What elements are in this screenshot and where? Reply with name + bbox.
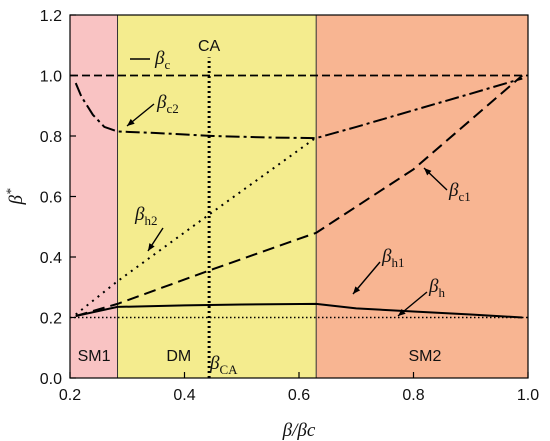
- series-line-βh1: [75, 302, 523, 319]
- y-tick-label: 0.6: [40, 190, 62, 207]
- labels-layer: β/βcβ*SM1 DM SM2: [3, 188, 441, 441]
- region-label-sm2: SM2: [408, 348, 441, 365]
- annotation-bc1: βc1: [448, 180, 471, 204]
- series-line-βc1: [75, 74, 523, 317]
- annotation-bc: βc: [154, 48, 170, 72]
- annotation-bh1-sub: h1: [391, 255, 404, 270]
- annotation-bh2-sub: h2: [144, 213, 157, 228]
- annotation-bh: βh: [428, 276, 445, 300]
- region-dm: [117, 15, 317, 378]
- annotation-bh2-main: β: [134, 204, 145, 225]
- region-sm2: [316, 15, 528, 378]
- y-tick-label: 0.8: [40, 129, 62, 146]
- annotation-bc-sub: c: [164, 57, 170, 72]
- x-tick-label: 0.8: [402, 387, 424, 404]
- annotation-bh2: βh2: [134, 204, 157, 228]
- arrowhead-bh: [398, 308, 406, 316]
- annotation-bc2: βc2: [156, 92, 179, 116]
- series-line-βh2: [75, 136, 317, 316]
- region-sm1: [70, 15, 118, 378]
- annotation-bh-main: β: [428, 276, 439, 297]
- ca-top-label: CA: [198, 38, 221, 55]
- x-tick-label: 0.4: [173, 387, 195, 404]
- x-tick-label: 0.6: [288, 387, 310, 404]
- y-axis-title-sup: *: [3, 188, 18, 195]
- annotation-bc1-main: β: [448, 180, 459, 201]
- x-tick-label: 1.0: [517, 387, 539, 404]
- y-tick-label: 0.0: [40, 371, 62, 388]
- annotation-bca: βCA: [209, 353, 238, 377]
- y-tick-label: 1.0: [40, 69, 62, 86]
- arrowhead-bc1: [424, 168, 432, 176]
- x-axis-title: β/βc: [282, 420, 316, 441]
- series-layer: [70, 74, 528, 319]
- y-tick-label: 0.4: [40, 250, 62, 267]
- x-tick-label: 0.2: [59, 387, 81, 404]
- arrowhead-bc2: [127, 118, 135, 126]
- annotation-bc1-sub: c1: [458, 189, 470, 204]
- annotation-bca-sub: CA: [219, 362, 238, 377]
- annotation-bc2-main: β: [156, 92, 167, 113]
- annotation-bh1-main: β: [381, 246, 392, 267]
- ticks-layer: 0.2 0.4 0.6 0.8 1.00.00.20.40.60.81.01.2: [40, 8, 539, 404]
- annotation-bc-main: β: [154, 48, 165, 69]
- series-line-βc2: [74, 77, 523, 140]
- y-axis-title: β*: [3, 188, 27, 205]
- y-tick-label: 1.2: [40, 8, 62, 25]
- annotation-bca-main: β: [209, 353, 220, 374]
- region-label-dm: DM: [166, 348, 191, 365]
- annotation-bh-sub: h: [438, 285, 445, 300]
- annotation-bc2-sub: c2: [166, 101, 178, 116]
- y-axis-title-main: β: [6, 194, 27, 205]
- annotation-bh1: βh1: [381, 246, 404, 270]
- region-label-sm1: SM1: [78, 348, 111, 365]
- arrowhead-bh2: [148, 243, 155, 251]
- arrowhead-bh1: [353, 286, 361, 294]
- y-tick-label: 0.2: [40, 311, 62, 328]
